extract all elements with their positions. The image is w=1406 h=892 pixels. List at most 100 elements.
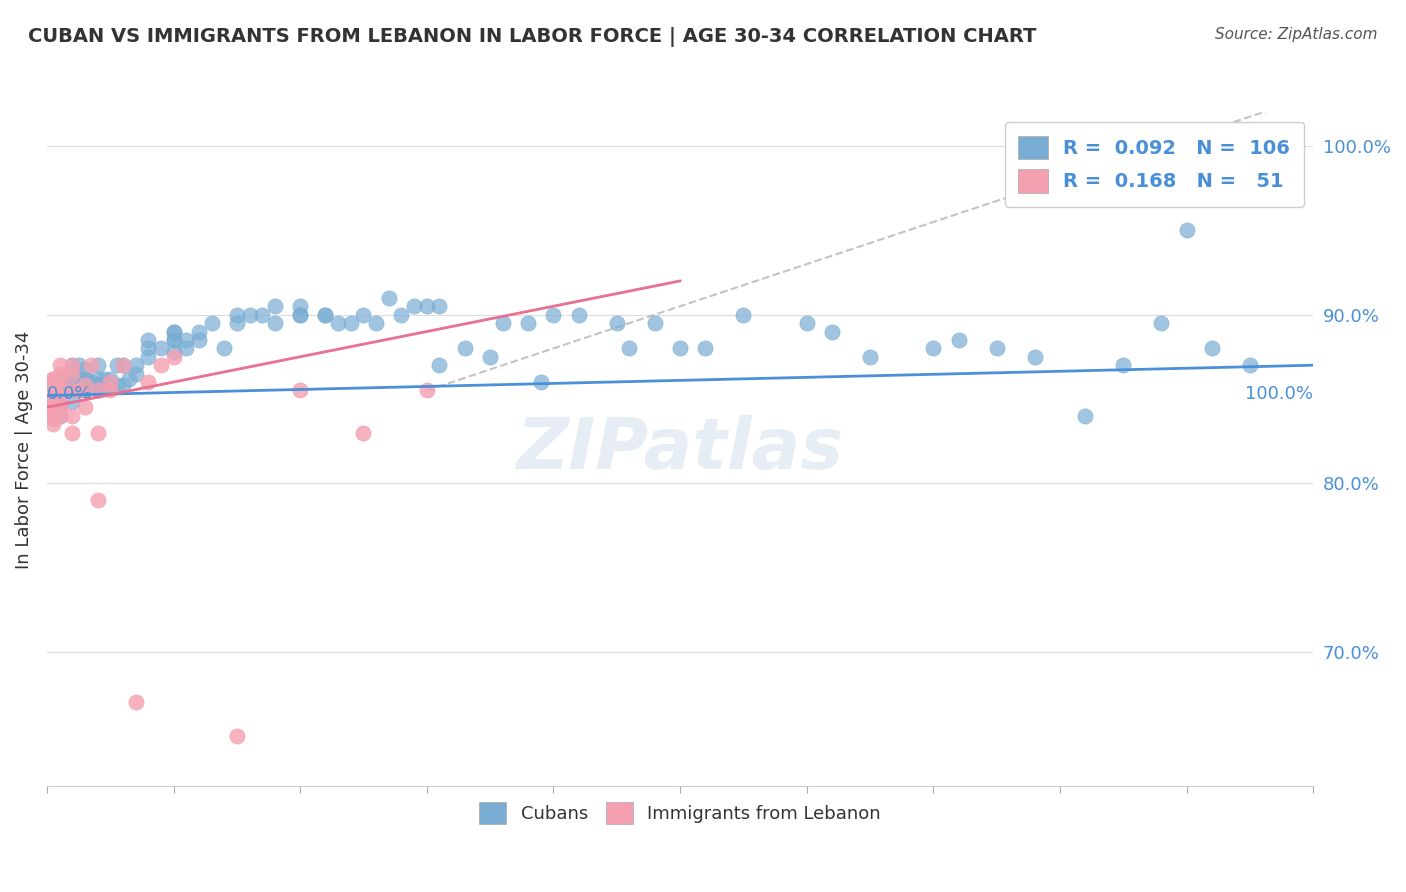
Point [42, 375, 65, 389]
Point [73, 401, 96, 415]
Point [60, 425, 83, 440]
Point [42, 395, 65, 409]
Point [98, 372, 121, 386]
Point [86, 358, 108, 372]
Point [42, 384, 65, 398]
Point [328, 316, 350, 330]
Point [162, 333, 184, 347]
Point [48, 378, 70, 392]
Point [162, 333, 184, 347]
Point [263, 299, 285, 313]
Point [315, 308, 337, 322]
Point [73, 378, 96, 392]
Point [60, 372, 83, 386]
Point [67, 384, 90, 398]
Point [250, 308, 273, 322]
Point [93, 372, 115, 386]
Point [42, 384, 65, 398]
Point [200, 316, 222, 330]
Point [42, 392, 65, 406]
Point [48, 387, 70, 401]
Point [98, 384, 121, 398]
Point [517, 316, 540, 330]
Point [67, 375, 90, 389]
Point [48, 388, 70, 402]
Point [922, 342, 945, 356]
Point [821, 325, 844, 339]
Point [225, 316, 247, 330]
Point [606, 316, 628, 330]
Point [315, 308, 337, 322]
Point [492, 316, 515, 330]
Point [238, 308, 260, 322]
Point [42, 409, 65, 423]
Point [48, 372, 70, 386]
Point [80, 378, 103, 392]
Point [1112, 358, 1135, 372]
Point [48, 372, 70, 386]
Point [416, 299, 439, 313]
Point [73, 372, 96, 386]
Y-axis label: In Labor Force | Age 30-34: In Labor Force | Age 30-34 [15, 330, 32, 568]
Point [93, 378, 115, 392]
Point [86, 493, 108, 508]
Point [1150, 316, 1173, 330]
Point [391, 308, 413, 322]
Point [86, 384, 108, 398]
Point [42, 372, 65, 386]
Point [48, 387, 70, 401]
Point [80, 375, 103, 389]
Point [288, 384, 311, 398]
Point [1024, 350, 1046, 364]
Point [948, 333, 970, 347]
Point [288, 308, 311, 322]
Point [55, 375, 77, 389]
Point [48, 384, 70, 398]
Point [48, 395, 70, 409]
Point [48, 358, 70, 372]
Point [73, 384, 96, 398]
Point [86, 372, 108, 386]
Point [530, 375, 553, 389]
Point [429, 299, 451, 313]
Point [60, 384, 83, 398]
Point [174, 333, 197, 347]
Point [42, 378, 65, 392]
Point [48, 401, 70, 415]
Point [1074, 409, 1097, 423]
Point [86, 384, 108, 398]
Point [353, 308, 375, 322]
Point [42, 409, 65, 423]
Point [42, 384, 65, 398]
Point [48, 397, 70, 411]
Point [136, 375, 159, 389]
Point [73, 384, 96, 398]
Point [48, 367, 70, 381]
Point [1239, 358, 1261, 372]
Point [288, 299, 311, 313]
Text: 0.0%: 0.0% [46, 385, 93, 403]
Point [162, 344, 184, 359]
Point [60, 358, 83, 372]
Point [543, 308, 565, 322]
Point [404, 299, 426, 313]
Point [136, 333, 159, 347]
Point [98, 375, 121, 389]
Point [105, 378, 128, 392]
Point [73, 372, 96, 386]
Point [80, 358, 103, 372]
Point [366, 316, 388, 330]
Point [48, 384, 70, 398]
Point [118, 372, 141, 386]
Legend: Cubans, Immigrants from Lebanon: Cubans, Immigrants from Lebanon [472, 795, 889, 831]
Point [1201, 342, 1223, 356]
Text: ZIPatlas: ZIPatlas [516, 415, 844, 484]
Point [162, 325, 184, 339]
Point [42, 417, 65, 432]
Point [796, 316, 818, 330]
Point [149, 358, 172, 372]
Point [986, 342, 1008, 356]
Point [288, 308, 311, 322]
Point [67, 384, 90, 398]
Point [378, 291, 401, 305]
